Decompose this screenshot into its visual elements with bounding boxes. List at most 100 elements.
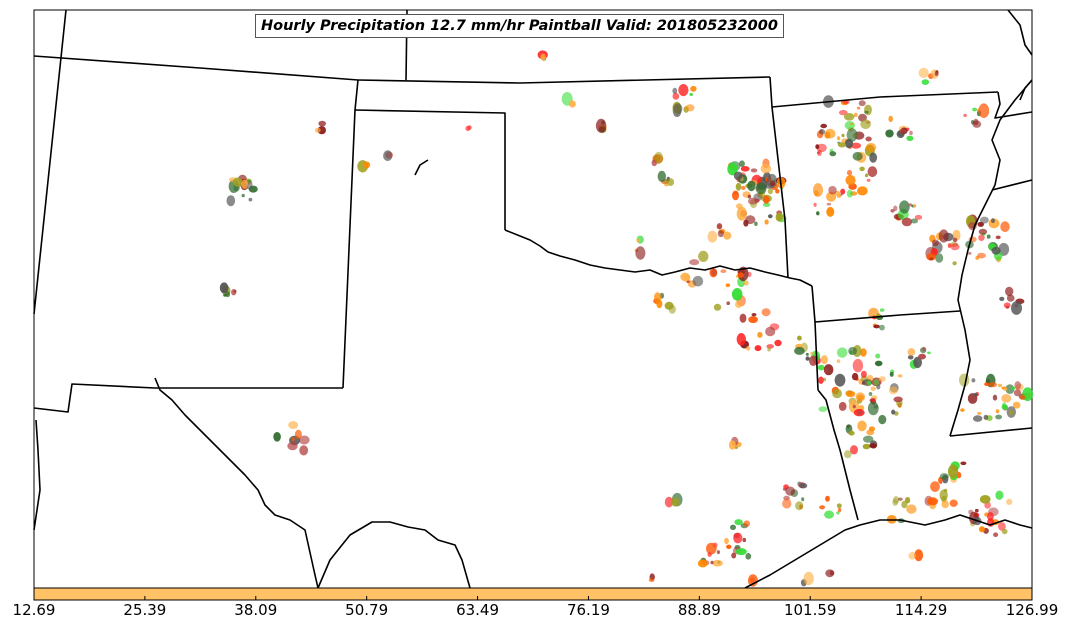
map-title: Hourly Precipitation 12.7 mm/hr Paintbal… [255,14,784,38]
precip-blob [762,202,771,207]
precip-blob [862,443,871,450]
precip-blob [1001,528,1008,535]
boundary-ar-south [814,310,961,323]
precip-blob [836,136,841,141]
precip-blob [739,160,745,167]
colorbar-tick-label: 38.09 [234,601,278,619]
precip-blob [891,409,896,415]
precip-blob [1005,286,1014,297]
precip-blob [734,519,743,526]
boundary-kansas-north [357,76,771,84]
precip-blob [913,356,922,369]
precip-blob [717,561,721,564]
precip-blob [899,200,910,214]
precip-blob [733,171,743,181]
precip-blob [710,560,714,565]
precip-blob [910,218,918,224]
precip-blob [673,103,683,114]
precip-blob [941,500,949,509]
precip-blob [1021,393,1025,398]
precip-blob [918,67,929,78]
precip-blob [797,335,802,341]
precip-blob [760,163,772,174]
precip-blob [986,415,993,421]
precip-blob [1006,294,1015,302]
precip-blob [874,360,883,367]
precip-blob [1000,221,1010,233]
precip-blob [885,129,894,138]
precip-blob [795,501,804,511]
precip-blob [747,180,756,192]
precip-blob [927,351,931,355]
precip-blob [824,367,829,374]
precip-blob [844,121,855,130]
precip-blob [855,392,866,402]
precip-blob [720,269,727,274]
precip-blob [918,353,926,360]
precip-blob [846,189,853,198]
precipitation-blobs [219,50,1033,587]
precip-blob [963,113,967,117]
precip-blob [828,185,837,195]
boundary-red-river [504,229,813,287]
boundary-ks-east [769,76,789,279]
precip-blob [383,150,393,162]
precip-blob [736,203,743,210]
precip-blob [977,252,986,259]
precip-blob [998,522,1006,531]
precip-blob [848,347,857,355]
precip-blob [838,109,848,116]
precip-blob [995,235,1001,240]
precip-blob [972,107,977,112]
precip-blob [978,228,988,235]
boundary-ok-panhandle [354,109,506,230]
precip-blob [817,149,822,156]
precip-blob [363,161,371,169]
precip-blob [858,100,866,107]
precip-blob [225,291,231,298]
precip-blob [226,195,236,207]
precip-blob [233,177,243,187]
precip-blob [841,133,845,138]
precip-blob [995,409,1000,414]
boundary-sabine [817,389,859,521]
precip-blob [979,526,985,533]
precip-blob [906,504,917,514]
precip-blob [935,253,944,263]
state-boundaries [33,9,1033,589]
precip-blob [287,441,298,451]
precip-blob [774,339,782,347]
precip-blob [938,229,949,243]
precip-blob [986,234,991,239]
precip-blob [733,532,743,544]
precip-blob [723,231,732,240]
precip-blob [973,415,983,422]
precip-blob [801,497,805,502]
precip-blob [785,486,796,496]
precip-blob [664,496,674,508]
precip-blob [875,353,881,359]
precip-blob [991,218,995,224]
colorbar [33,587,1033,601]
precip-blob [978,234,985,242]
colorbar-tick-label: 114.29 [894,601,948,619]
precip-blob [755,182,767,195]
precip-blob [926,253,936,261]
colorbar-tick-label: 50.79 [345,601,389,619]
precip-blob [889,371,894,377]
precip-blob [856,410,863,416]
colorbar-tick-label: 76.19 [566,601,610,619]
precip-blob [241,179,249,189]
precip-blob [294,429,302,439]
boundary-rio-grande-2 [317,521,471,589]
precip-blob [657,170,666,182]
precip-blob [995,414,1002,420]
precip-blob [685,104,695,112]
boundary-rio-grande [154,377,319,589]
precip-blob [1012,401,1021,409]
boundary-il [1019,79,1033,101]
precip-blob [1013,389,1022,397]
precip-blob [971,378,976,383]
precip-blob [672,92,680,100]
precip-blob [905,497,911,504]
